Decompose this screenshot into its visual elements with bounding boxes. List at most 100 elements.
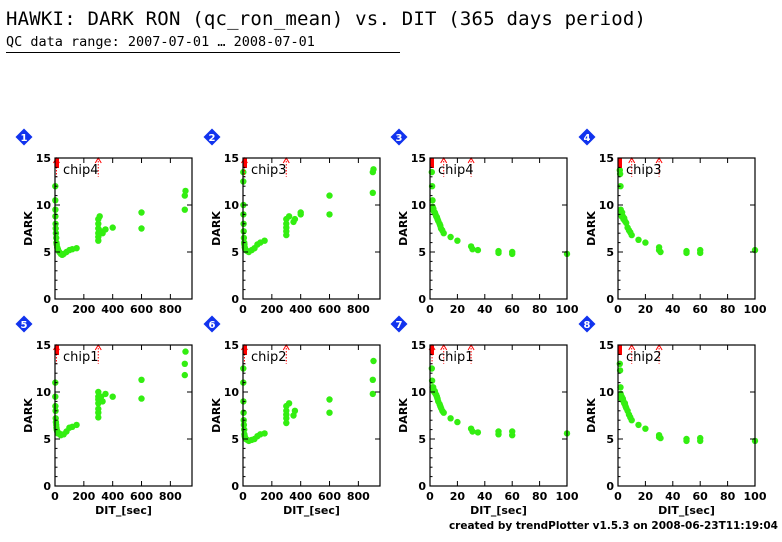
y-tick-label: 0 [231, 293, 239, 306]
x-tick-label: 60 [693, 303, 709, 316]
x-tick-label: 0 [51, 490, 59, 503]
x-tick-label: 80 [720, 303, 736, 316]
credit-footer: created by trendPlotter v1.5.3 on 2008-0… [448, 520, 778, 532]
data-point [469, 428, 476, 435]
y-axis-label: DARK [397, 211, 410, 246]
data-point [370, 357, 377, 365]
chip-label: chip3 [626, 163, 662, 178]
panel-number: 5 [21, 320, 28, 331]
plot-frame [429, 344, 568, 487]
data-point [283, 419, 290, 427]
y-tick-label: 0 [606, 480, 614, 493]
data-point [240, 421, 248, 429]
x-tick-label: 600 [130, 490, 153, 503]
x-tick-label: 600 [318, 303, 341, 316]
y-tick-label: 10 [411, 386, 427, 399]
y-tick-label: 0 [418, 480, 426, 493]
plot-frame [617, 344, 756, 487]
x-tick-label: 200 [72, 490, 95, 503]
reference-marker-cluster [243, 158, 247, 168]
data-point [109, 224, 116, 231]
data-point [469, 246, 476, 253]
x-tick-label: 80 [532, 303, 548, 316]
x-axis-label: DIT_[sec] [470, 504, 527, 517]
y-axis-label: DARK [585, 398, 598, 433]
chart-panel-6: 6 0 5 10 15 0 200 400 600 800 DARK DIT_[sec] chip2 [203, 315, 381, 517]
x-tick-label: 800 [159, 490, 182, 503]
data-point [181, 192, 188, 199]
panel-number: 2 [209, 133, 216, 144]
data-point [261, 430, 268, 437]
data-point [369, 376, 376, 383]
panel-badge-icon [390, 128, 408, 146]
data-point [683, 249, 690, 257]
y-axis-label: DARK [210, 398, 223, 433]
data-point [291, 407, 299, 414]
plot-frame [617, 157, 756, 300]
y-tick-label: 5 [606, 433, 614, 446]
x-tick-label: 0 [426, 490, 434, 503]
title-rule [6, 52, 400, 53]
x-tick-label: 100 [744, 490, 767, 503]
panel-badge-icon [203, 315, 221, 333]
data-point [182, 348, 189, 355]
data-point [181, 206, 188, 213]
reference-marker-cluster [618, 158, 622, 168]
panel-number: 4 [584, 133, 591, 144]
x-tick-label: 20 [450, 490, 466, 503]
data-point [628, 231, 635, 239]
plot-frame [54, 157, 193, 300]
data-point [95, 220, 102, 227]
y-tick-label: 0 [43, 480, 51, 493]
data-point [495, 249, 502, 257]
data-point [73, 245, 80, 252]
panel-badge-icon [203, 128, 221, 146]
chip-label: chip2 [251, 350, 287, 365]
data-point [181, 360, 188, 367]
x-tick-label: 800 [159, 303, 182, 316]
x-tick-label: 600 [130, 303, 153, 316]
chip-label: chip4 [438, 163, 474, 178]
data-point [297, 209, 304, 216]
x-tick-label: 400 [101, 303, 124, 316]
panel-number: 1 [21, 133, 28, 144]
y-tick-label: 5 [418, 433, 426, 446]
data-point [447, 415, 454, 422]
reference-marker-cluster [430, 158, 434, 168]
data-point [642, 239, 649, 246]
x-tick-label: 20 [638, 490, 654, 503]
x-tick-label: 20 [450, 303, 466, 316]
chip-label: chip2 [626, 350, 662, 365]
x-tick-label: 40 [477, 490, 493, 503]
data-point [447, 233, 454, 241]
data-point [95, 414, 102, 421]
page-title: HAWKI: DARK RON (qc_ron_mean) vs. DIT (3… [6, 8, 647, 30]
data-point [628, 417, 635, 424]
x-tick-label: 100 [556, 303, 579, 316]
data-point [73, 421, 80, 429]
y-axis-label: DARK [22, 398, 35, 433]
x-tick-label: 80 [720, 490, 736, 503]
data-point [697, 249, 704, 257]
y-tick-label: 15 [36, 152, 51, 165]
data-point [657, 248, 664, 256]
y-tick-label: 15 [36, 339, 51, 352]
reference-marker-cluster [55, 345, 59, 355]
y-tick-label: 5 [43, 433, 51, 446]
y-axis-label: DARK [210, 211, 223, 246]
y-tick-label: 15 [224, 152, 239, 165]
x-tick-label: 200 [260, 303, 283, 316]
plot-frame [54, 344, 193, 487]
data-point [657, 434, 664, 442]
reference-marker-cluster [55, 158, 59, 168]
data-point [102, 226, 109, 233]
data-point [99, 398, 106, 405]
chart-panel-2: 2 0 5 10 15 0 200 400 600 800 DARK chip3 [203, 128, 381, 316]
y-tick-label: 0 [418, 293, 426, 306]
data-point [138, 376, 145, 383]
data-point [454, 418, 461, 426]
y-tick-label: 15 [224, 339, 239, 352]
data-point [429, 197, 436, 204]
